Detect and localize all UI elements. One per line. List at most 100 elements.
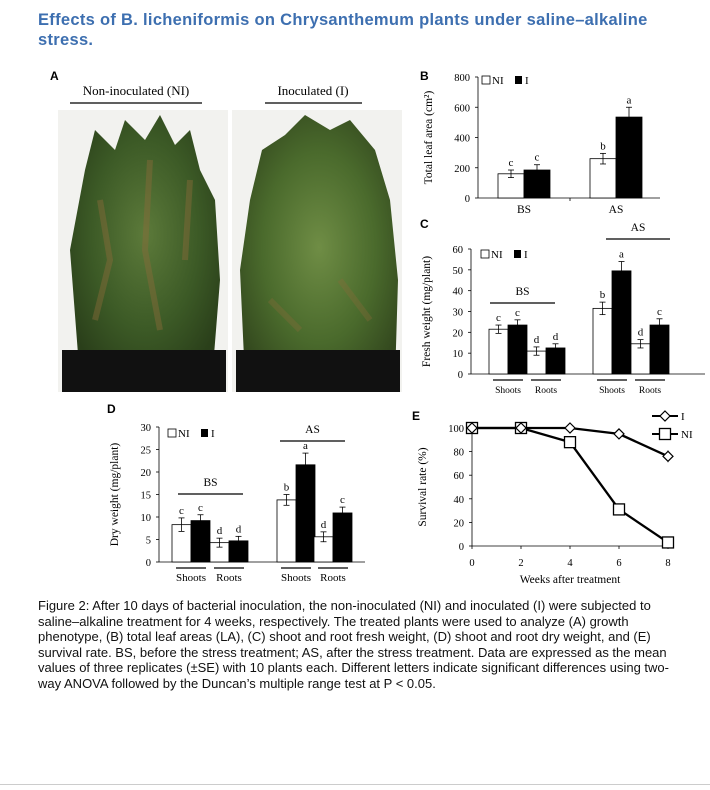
data-point-i xyxy=(613,428,625,440)
figure-caption: Figure 2: After 10 days of bacterial ino… xyxy=(38,598,669,691)
significance-letter: a xyxy=(627,94,632,106)
y-tick-label: 50 xyxy=(453,266,464,277)
bar-ni xyxy=(592,307,613,375)
x-tick-label: 2 xyxy=(518,558,523,569)
panel-c-fresh-weight-chart: C 0 10 20 30 40 50 60 Fresh weight (mg/plant) NI I… xyxy=(420,217,705,396)
x-tick-label: BS xyxy=(517,204,531,216)
legend-label-i: I xyxy=(525,75,529,87)
panel-label: D xyxy=(107,402,116,416)
significance-letter: a xyxy=(619,249,624,261)
data-point-i xyxy=(564,422,576,434)
legend-swatch-ni xyxy=(480,249,490,259)
photo-title-inoculated: Inoculated (I) xyxy=(277,83,348,98)
panel-d-dry-weight-chart: D 0 5 10 15 20 25 30 Dry weight (mg/plant) NI Ic c S… xyxy=(107,402,365,584)
y-tick-label: 40 xyxy=(453,287,464,298)
y-axis-label: Dry weight (mg/plant) xyxy=(109,443,121,547)
bar-i xyxy=(611,270,632,375)
legend-marker-i xyxy=(659,410,671,422)
legend-swatch-i xyxy=(514,250,521,258)
significance-letter: c xyxy=(340,494,345,506)
data-point-i xyxy=(662,450,674,463)
panel-b-leaf-area-chart: B 0 200 400 600 800 Total leaf area (cm²) NI Ic c… xyxy=(420,69,660,216)
panel-e-survival-chart: E 0 20 40 60 80 100 Survival rate (%) 0 2 4 6 8 Weeks… xyxy=(412,409,693,586)
significance-letter: c xyxy=(179,505,184,517)
x-axis-label: Weeks after treatment xyxy=(520,574,621,586)
y-tick-label: 0 xyxy=(146,558,151,569)
significance-letter: c xyxy=(535,152,540,164)
data-point-ni xyxy=(661,536,675,549)
significance-letter: d xyxy=(236,523,242,535)
bar-ni xyxy=(589,158,617,199)
panel-a: A Non-inoculated (NI) Inoculated (I) xyxy=(50,69,402,392)
legend-swatch-ni xyxy=(481,75,491,85)
group-label: BS xyxy=(203,477,217,489)
y-tick-label: 60 xyxy=(454,471,465,482)
y-tick-label: 100 xyxy=(448,424,464,435)
significance-letter: c xyxy=(657,306,662,318)
significance-letter: c xyxy=(198,502,203,514)
x-tick-label: Roots xyxy=(639,386,661,396)
x-tick-label: Shoots xyxy=(176,572,206,584)
data-point-ni xyxy=(612,503,626,516)
bar-i xyxy=(332,512,353,563)
y-tick-label: 15 xyxy=(141,491,152,502)
group-label: AS xyxy=(631,222,646,234)
bar-i xyxy=(649,324,670,375)
legend-label-ni: NI xyxy=(681,429,693,441)
legend-label-ni: NI xyxy=(491,249,503,261)
y-tick-label: 30 xyxy=(453,308,464,319)
y-tick-label: 40 xyxy=(454,495,465,506)
legend-label-ni: NI xyxy=(178,428,190,440)
legend-label-i: I xyxy=(211,428,215,440)
bar-i xyxy=(615,116,643,199)
data-point-ni xyxy=(563,436,577,449)
panel-label: B xyxy=(420,69,429,83)
legend-swatch-ni xyxy=(167,428,177,438)
legend-label-i: I xyxy=(524,249,528,261)
y-axis-label: Fresh weight (mg/plant) xyxy=(421,256,433,367)
y-tick-label: 0 xyxy=(458,370,463,381)
y-tick-label: 10 xyxy=(141,513,152,524)
group-label: AS xyxy=(305,424,320,436)
bar-i xyxy=(295,464,316,563)
y-tick-label: 20 xyxy=(454,518,465,529)
x-tick-label: Shoots xyxy=(495,386,521,396)
y-tick-label: 600 xyxy=(454,103,470,114)
bar-ni xyxy=(276,499,297,563)
y-tick-label: 80 xyxy=(454,448,465,459)
y-axis-label: Survival rate (%) xyxy=(417,447,429,526)
y-tick-label: 800 xyxy=(454,73,470,84)
significance-letter: c xyxy=(496,312,501,324)
panel-label: E xyxy=(412,409,420,423)
legend-swatch-i xyxy=(515,76,522,84)
x-tick-label: 8 xyxy=(665,558,670,569)
x-tick-label: AS xyxy=(609,204,624,216)
data-point-i xyxy=(466,422,478,434)
y-tick-label: 0 xyxy=(459,542,464,553)
panel-label-a: A xyxy=(50,69,59,83)
y-tick-label: 0 xyxy=(465,194,470,205)
photo-non-inoculated-plants xyxy=(58,110,228,392)
significance-letter: d xyxy=(534,334,540,346)
y-tick-label: 400 xyxy=(454,134,470,145)
significance-letter: d xyxy=(553,331,559,343)
y-tick-label: 200 xyxy=(454,164,470,175)
panel-label: C xyxy=(420,217,429,231)
legend-label-ni: NI xyxy=(492,75,504,87)
y-tick-label: 10 xyxy=(453,349,464,360)
y-tick-label: 20 xyxy=(141,468,152,479)
photo-inoculated-plants xyxy=(232,110,402,392)
legend-marker-ni xyxy=(658,427,672,441)
significance-letter: b xyxy=(600,289,606,301)
y-tick-label: 60 xyxy=(453,245,464,256)
bar-i xyxy=(190,520,211,563)
divider xyxy=(0,784,710,785)
significance-letter: d xyxy=(217,525,223,537)
x-tick-label: 4 xyxy=(567,558,573,569)
significance-letter: d xyxy=(638,327,644,339)
x-tick-label: Roots xyxy=(320,572,346,584)
y-tick-label: 25 xyxy=(141,446,152,457)
x-tick-label: Shoots xyxy=(281,572,311,584)
photo-title-non-inoculated: Non-inoculated (NI) xyxy=(83,83,190,98)
data-point-i xyxy=(515,422,527,434)
